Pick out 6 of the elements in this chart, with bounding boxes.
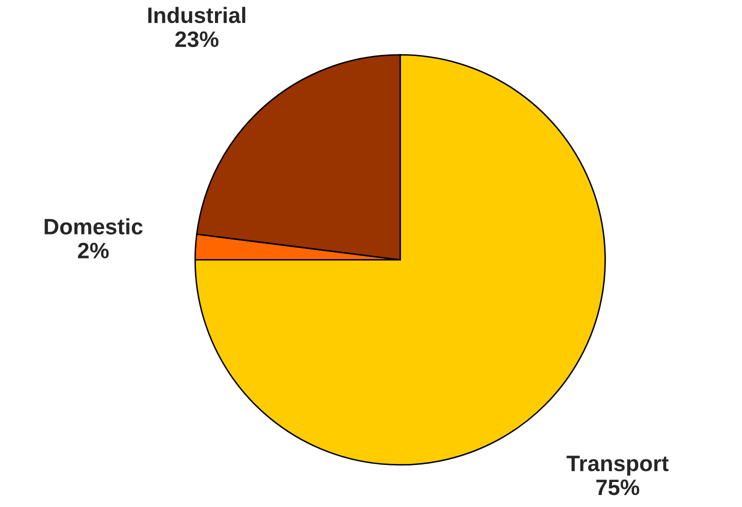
data-label: 2% bbox=[78, 242, 109, 258]
slice-label: Industrial bbox=[148, 6, 246, 24]
data-label: 75% bbox=[596, 480, 640, 496]
slice-label: Domestic bbox=[44, 218, 143, 235]
data-label: 23% bbox=[175, 31, 218, 48]
slice-label: Transport bbox=[566, 456, 669, 476]
